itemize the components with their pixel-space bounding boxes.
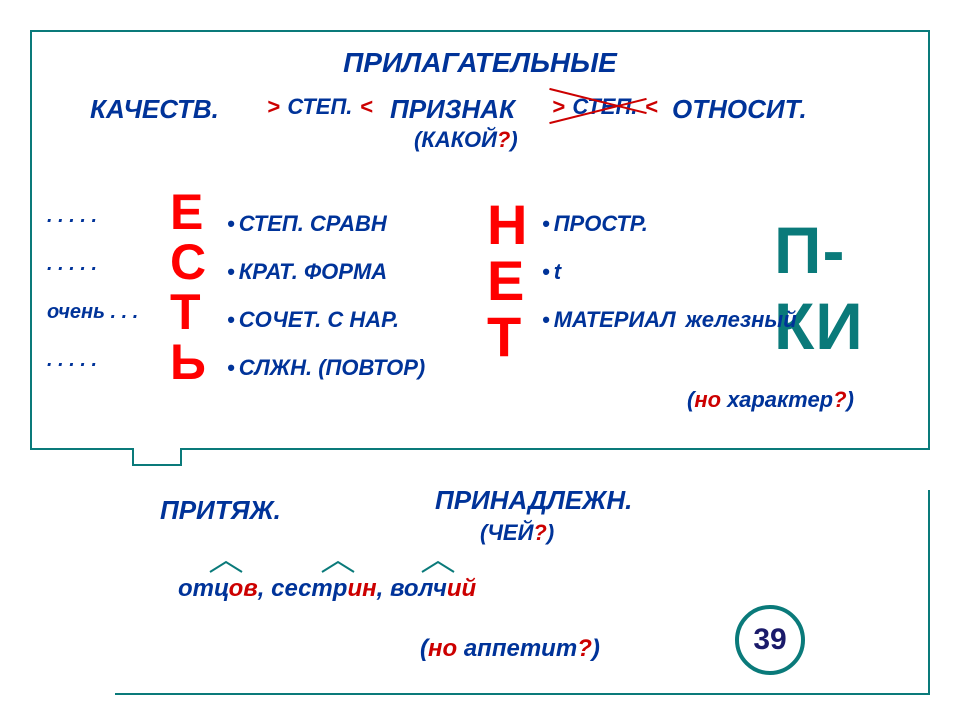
label-otnosit: ОТНОСИТ. (672, 94, 807, 125)
bl-2: СОЧЕТ. С НАР. (227, 296, 425, 344)
gt-1: > (267, 94, 280, 119)
page-number: 39 (753, 623, 786, 656)
no-character-note: (но характер?) (687, 387, 854, 413)
pki-label: П-КИ (774, 212, 928, 364)
gt-2: > (552, 94, 565, 119)
net-l2: Т (487, 309, 529, 365)
bullets-right: ПРОСТР. t МАТЕРИАЛ железный (542, 200, 797, 344)
callout-notch-mask (134, 446, 180, 450)
br-0: ПРОСТР. (542, 200, 797, 248)
kakoi-q: ? (497, 127, 510, 152)
label-kakoi: (КАКОЙ?) (414, 127, 518, 153)
dots-column: . . . . . . . . . . очень . . . . . . . … (47, 192, 138, 384)
callout-notch (132, 448, 182, 466)
br-1: t (542, 248, 797, 296)
label-chei: (ЧЕЙ?) (480, 520, 554, 546)
est-l3: Ь (170, 337, 208, 387)
net-vertical: Н Е Т (487, 197, 529, 365)
bl-0: СТЕП. СРАВН (227, 200, 425, 248)
w1-root: сестр (271, 575, 347, 602)
est-l0: Е (170, 187, 208, 237)
label-priznak: ПРИЗНАК (390, 94, 515, 125)
w1-suf: ин (347, 575, 376, 602)
caret-2 (420, 560, 456, 574)
est-vertical: Е С Т Ь (170, 187, 208, 387)
chei-q: ? (533, 520, 546, 545)
step-label-1: СТЕП. (287, 94, 352, 119)
na-no: но (428, 635, 457, 662)
label-prityazh: ПРИТЯЖ. (160, 495, 281, 526)
chei-close: ) (547, 520, 554, 545)
br-2: МАТЕРИАЛ железный (542, 296, 797, 344)
w1-tail: , (377, 575, 390, 602)
dots-2: . . . . . (47, 240, 138, 288)
step-indicator-2: > СТЕП. < (552, 94, 658, 120)
net-l1: Е (487, 253, 529, 309)
dots-1: . . . . . (47, 192, 138, 240)
caret-0 (208, 560, 244, 574)
w0-root: отц (178, 575, 229, 602)
dots-3: очень . . . (47, 288, 138, 336)
paren-close: ) (510, 127, 517, 152)
bullets-left: СТЕП. СРАВН КРАТ. ФОРМА СОЧЕТ. С НАР. СЛ… (227, 200, 425, 392)
w0-tail: , (258, 575, 271, 602)
w2-root: волч (390, 575, 447, 602)
nc-q: ? (833, 387, 846, 412)
nc-close: ) (847, 387, 854, 412)
page-number-circle: 39 (735, 605, 805, 675)
w0-suf: ов (229, 575, 258, 602)
zheleznyi: железный (686, 307, 797, 332)
nc-no: но (694, 387, 721, 412)
kakoi-text: КАКОЙ (421, 127, 497, 152)
na-q: ? (577, 635, 592, 662)
step-indicator-1: > СТЕП. < (267, 94, 373, 120)
bl-3: СЛЖН. (ПОВТОР) (227, 344, 425, 392)
net-l0: Н (487, 197, 529, 253)
na-text: аппетит (457, 635, 577, 662)
main-callout-box: ПРИЛАГАТЕЛЬНЫЕ КАЧЕСТВ. > СТЕП. < ПРИЗНА… (30, 30, 930, 450)
w2-suf: ий (447, 575, 476, 602)
title: ПРИЛАГАТЕЛЬНЫЕ (32, 47, 928, 79)
label-prinad: ПРИНАДЛЕЖН. (435, 485, 632, 516)
nc-text: характер (721, 387, 833, 412)
dots-4: . . . . . (47, 336, 138, 384)
chei-text: ЧЕЙ (487, 520, 533, 545)
label-kachestv: КАЧЕСТВ. (90, 94, 219, 125)
est-l2: Т (170, 287, 208, 337)
no-appetite-note: (но аппетит?) (420, 635, 600, 663)
caret-1 (320, 560, 356, 574)
lt-2: < (645, 94, 658, 119)
bl-1: КРАТ. ФОРМА (227, 248, 425, 296)
est-l1: С (170, 237, 208, 287)
na-close: ) (592, 635, 600, 662)
na-open: ( (420, 635, 428, 662)
br-2-text: МАТЕРИАЛ (554, 307, 676, 332)
words-row: отцов, сестрин, волчий (178, 575, 476, 603)
lt-1: < (360, 94, 373, 119)
